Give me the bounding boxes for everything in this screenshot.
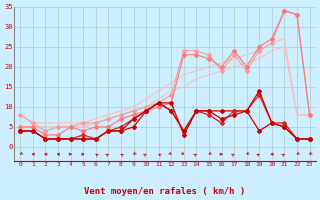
- X-axis label: Vent moyen/en rafales ( km/h ): Vent moyen/en rafales ( km/h ): [84, 187, 245, 196]
